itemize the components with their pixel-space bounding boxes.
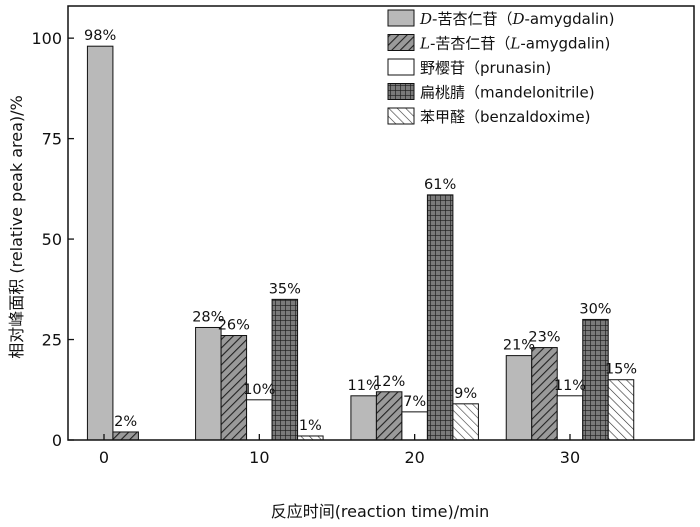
bar-series-1-cat-10 [220, 335, 248, 441]
data-label-series-4-cat-20: 9% [454, 386, 477, 402]
legend-swatch-3 [387, 83, 415, 100]
x-tick-label-30: 30 [560, 448, 580, 467]
x-axis-label: 反应时间(reaction time)/min [271, 502, 490, 521]
legend-swatch-4 [387, 107, 415, 125]
legend-entry-2: 野樱苷（prunasin) [420, 59, 551, 77]
data-label-series-0-cat-10: 28% [192, 309, 224, 325]
data-label-series-2-cat-30: 11% [554, 378, 586, 394]
legend-entry-1: L-苦杏仁苷（L-amygdalin) [419, 35, 610, 53]
y-tick-label-75: 75 [42, 130, 62, 149]
data-label-series-1-cat-10: 26% [218, 318, 250, 334]
y-tick-label-100: 100 [31, 29, 62, 48]
y-axis-label: 相对峰面积 (relative peak area)/% [7, 95, 26, 358]
bar-series-2-cat-30 [556, 395, 584, 441]
bar-series-1-cat-0 [112, 431, 139, 441]
data-label-series-0-cat-20: 11% [348, 378, 380, 394]
bar-series-3-cat-10 [271, 298, 299, 441]
data-label-series-3-cat-20: 61% [424, 177, 456, 193]
bar-series-1-cat-30 [531, 347, 558, 441]
legend-entry-3: 扁桃腈（mandelonitrile) [420, 84, 595, 102]
bar-series-1-cat-20 [375, 391, 403, 441]
bar-series-3-cat-20 [426, 194, 454, 441]
data-label-series-4-cat-30: 15% [605, 362, 637, 378]
data-label-series-4-cat-10: 1% [299, 418, 322, 434]
bar-series-0-cat-0 [86, 45, 114, 441]
x-tick-label-0: 0 [99, 448, 109, 467]
data-label-series-3-cat-30: 30% [579, 301, 611, 317]
bar-series-4-cat-20 [452, 403, 479, 441]
y-tick-label-0: 0 [52, 431, 62, 450]
data-label-series-1-cat-20: 12% [373, 374, 405, 390]
y-tick-label-50: 50 [42, 230, 62, 249]
data-label-series-2-cat-20: 7% [403, 394, 426, 410]
data-label-series-1-cat-0: 2% [114, 414, 137, 430]
legend-swatch-2 [387, 58, 415, 76]
legend-entry-4: 苯甲醛（benzaldoxime) [420, 108, 590, 126]
data-label-series-2-cat-10: 10% [243, 382, 275, 398]
bar-series-2-cat-10 [246, 399, 273, 441]
data-label-series-3-cat-10: 35% [269, 281, 301, 297]
bar-series-0-cat-30 [505, 355, 533, 441]
data-label-series-1-cat-30: 23% [528, 330, 560, 346]
plot-frame [67, 5, 695, 441]
legend-entry-0: D-苦杏仁苷（D-amygdalin) [419, 10, 615, 28]
data-label-series-0-cat-30: 21% [503, 338, 535, 354]
bar-series-4-cat-30 [607, 379, 635, 441]
legend-swatch-0 [387, 9, 415, 27]
data-label-series-0-cat-0: 98% [84, 28, 116, 44]
x-tick-label-20: 20 [404, 448, 424, 467]
bar-series-3-cat-30 [582, 318, 609, 441]
legend-swatch-1 [387, 34, 415, 51]
y-tick-label-25: 25 [42, 331, 62, 350]
x-tick-label-10: 10 [249, 448, 269, 467]
bar-series-0-cat-10 [195, 326, 222, 441]
bar-series-0-cat-20 [350, 395, 377, 441]
